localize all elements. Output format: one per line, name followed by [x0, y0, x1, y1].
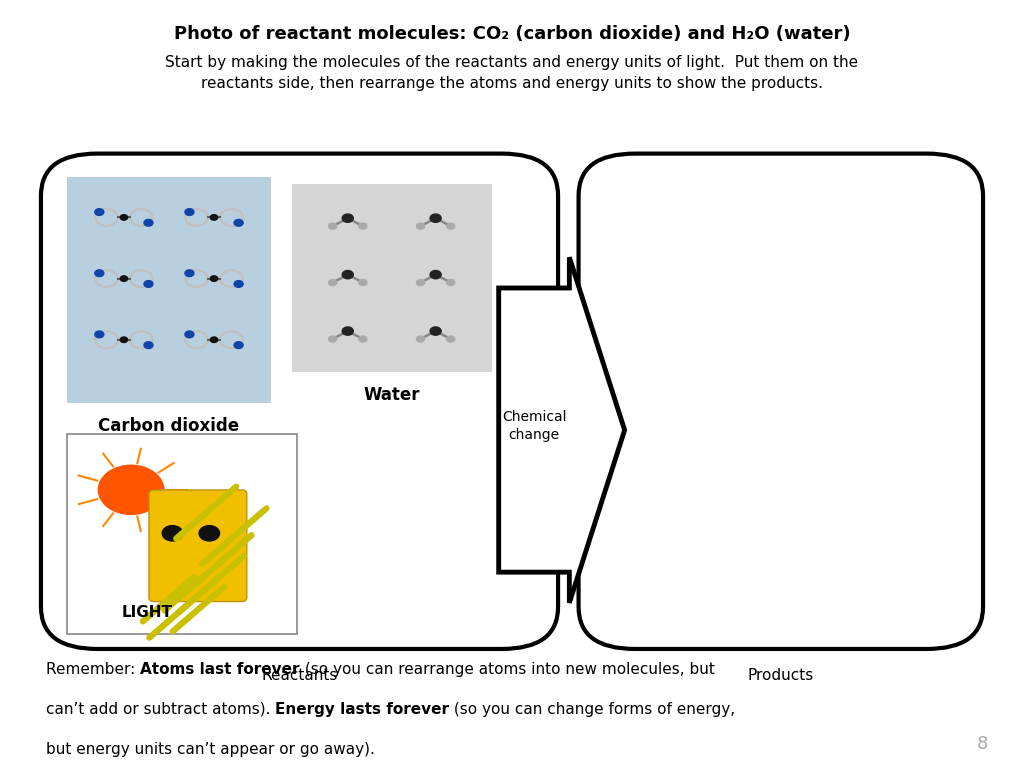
Circle shape	[98, 465, 164, 515]
Circle shape	[430, 214, 441, 223]
Circle shape	[446, 336, 455, 342]
Circle shape	[430, 327, 441, 336]
Circle shape	[120, 276, 128, 281]
Text: (so you can rearrange atoms into new molecules, but: (so you can rearrange atoms into new mol…	[300, 662, 715, 677]
Circle shape	[358, 223, 367, 229]
Text: Start by making the molecules of the reactants and energy units of light.  Put t: Start by making the molecules of the rea…	[166, 55, 858, 91]
Circle shape	[210, 276, 218, 281]
Text: can’t add or subtract atoms).: can’t add or subtract atoms).	[46, 702, 275, 717]
Text: Chemical
change: Chemical change	[502, 410, 566, 442]
Circle shape	[342, 327, 353, 336]
Circle shape	[185, 331, 194, 338]
Circle shape	[210, 337, 218, 343]
Circle shape	[342, 214, 353, 223]
Text: but energy units can’t appear or go away).: but energy units can’t appear or go away…	[46, 742, 375, 757]
Circle shape	[329, 336, 337, 342]
Text: (so you can change forms of energy,: (so you can change forms of energy,	[450, 702, 735, 717]
Circle shape	[185, 209, 194, 215]
Text: Remember:: Remember:	[46, 662, 140, 677]
FancyBboxPatch shape	[67, 434, 297, 634]
Circle shape	[329, 280, 337, 286]
Circle shape	[417, 336, 425, 342]
FancyBboxPatch shape	[41, 154, 558, 649]
Circle shape	[144, 220, 153, 227]
Circle shape	[430, 270, 441, 279]
FancyBboxPatch shape	[579, 154, 983, 649]
Circle shape	[95, 270, 103, 276]
Circle shape	[144, 342, 153, 349]
Circle shape	[185, 270, 194, 276]
Circle shape	[144, 280, 153, 287]
Text: Reactants: Reactants	[261, 668, 338, 684]
Circle shape	[446, 280, 455, 286]
Circle shape	[329, 223, 337, 229]
Circle shape	[210, 214, 218, 220]
Text: Photo of reactant molecules: CO₂ (carbon dioxide) and H₂O (water): Photo of reactant molecules: CO₂ (carbon…	[174, 25, 850, 42]
FancyBboxPatch shape	[67, 177, 271, 403]
Circle shape	[120, 337, 128, 343]
Text: 8: 8	[977, 735, 988, 753]
Circle shape	[95, 209, 103, 215]
Circle shape	[358, 280, 367, 286]
Text: LIGHT: LIGHT	[122, 604, 173, 620]
Circle shape	[417, 223, 425, 229]
Circle shape	[417, 280, 425, 286]
Text: Products: Products	[748, 668, 814, 684]
FancyBboxPatch shape	[292, 184, 492, 372]
Text: Carbon dioxide: Carbon dioxide	[98, 417, 240, 435]
Circle shape	[358, 336, 367, 342]
Circle shape	[162, 525, 182, 541]
Circle shape	[234, 220, 243, 227]
Text: Water: Water	[364, 386, 420, 404]
Circle shape	[95, 331, 103, 338]
Polygon shape	[499, 257, 625, 603]
Circle shape	[342, 270, 353, 279]
FancyBboxPatch shape	[150, 490, 247, 601]
Text: Energy lasts forever: Energy lasts forever	[275, 702, 450, 717]
Circle shape	[199, 525, 219, 541]
Circle shape	[120, 214, 128, 220]
Circle shape	[446, 223, 455, 229]
Circle shape	[234, 280, 243, 287]
Circle shape	[234, 342, 243, 349]
Text: Atoms last forever: Atoms last forever	[140, 662, 300, 677]
